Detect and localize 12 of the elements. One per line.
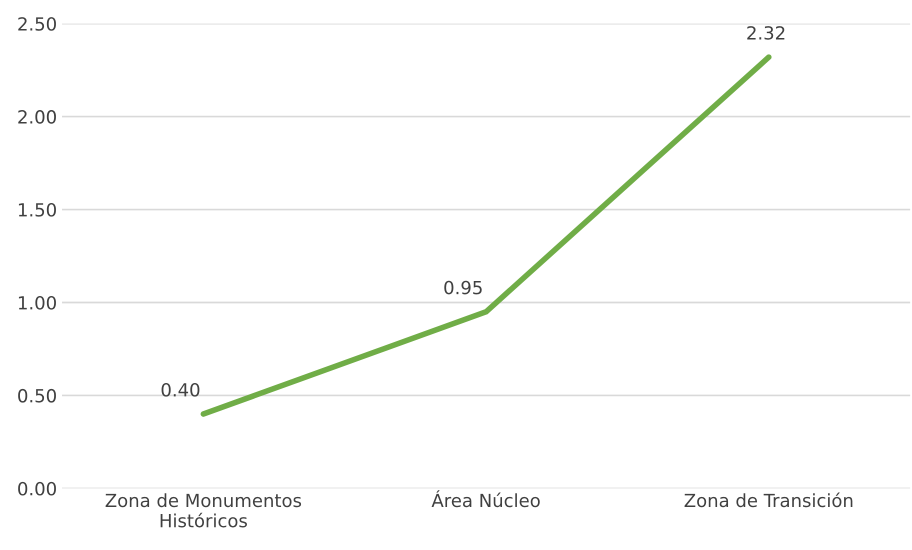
y-tick-label: 1.50 [18, 203, 56, 217]
x-tick-label: Zona de Monumentos Históricos [106, 493, 302, 528]
y-tick-label: 2.00 [18, 110, 56, 124]
y-tick-label: 1.00 [18, 296, 56, 310]
data-label: 0.95 [444, 280, 482, 294]
y-tick-label: 0.00 [18, 482, 56, 496]
y-tick-label: 2.50 [18, 17, 56, 31]
data-label: 2.32 [747, 26, 784, 40]
x-tick-label: Área Núcleo [432, 490, 540, 508]
y-tick-label: 0.50 [18, 388, 56, 403]
data-label: 0.40 [162, 382, 200, 397]
x-tick-label: Zona de Transición [684, 492, 852, 508]
